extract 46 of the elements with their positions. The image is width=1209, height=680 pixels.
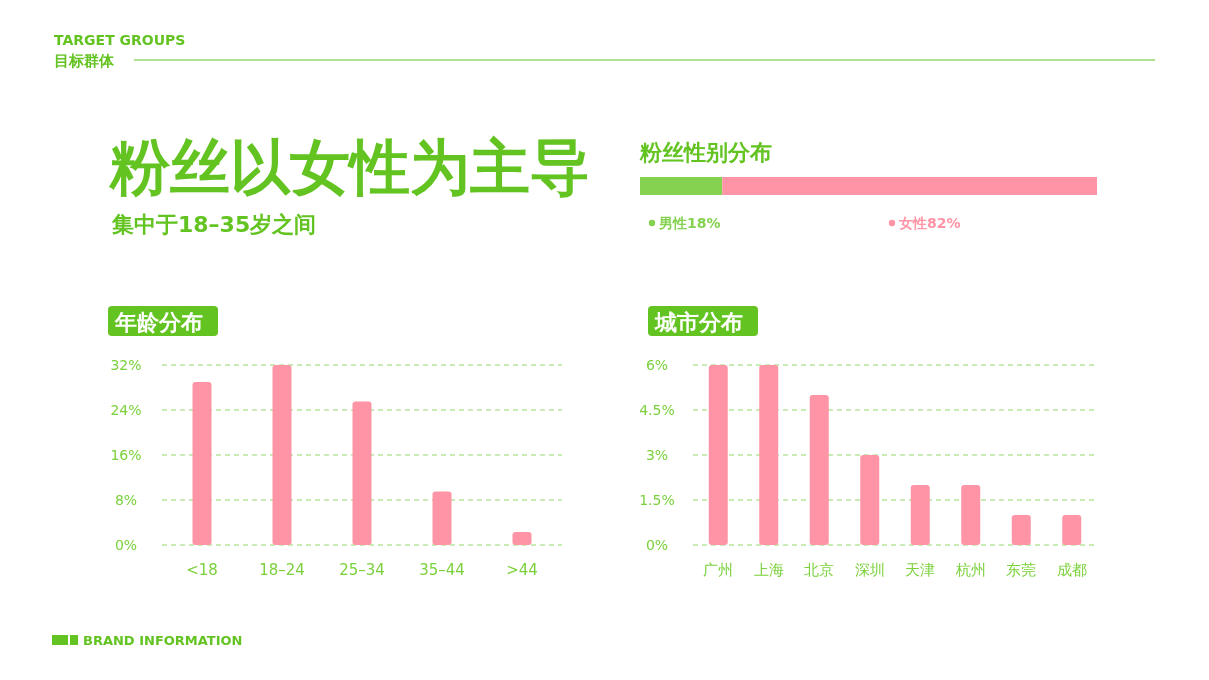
x-tick-label: 东莞 — [1006, 561, 1037, 579]
y-tick-label: 0% — [645, 537, 669, 553]
bar — [512, 532, 532, 545]
y-tick-label: 32% — [110, 357, 142, 373]
y-tick-label: 6% — [645, 357, 669, 373]
x-tick-label: 深圳 — [854, 561, 885, 579]
bar — [910, 485, 930, 545]
y-tick-label: 4.5% — [639, 402, 675, 418]
y-tick-label: 24% — [110, 402, 142, 418]
legend-label: 女性82% — [898, 215, 961, 231]
bar — [961, 485, 981, 545]
bar — [192, 381, 212, 545]
text: 目标群体 — [54, 52, 115, 70]
x-tick-label: 杭州 — [954, 561, 986, 579]
bar — [1011, 515, 1031, 545]
x-tick-label: >44 — [506, 561, 538, 579]
bar — [759, 365, 779, 545]
chart-title: 粉丝性别分布 — [639, 140, 772, 165]
bar — [272, 365, 292, 545]
y-tick-label: 16% — [110, 447, 142, 463]
bar — [860, 455, 880, 545]
y-tick-label: 0% — [114, 537, 138, 553]
legend-label: 男性18% — [658, 215, 721, 231]
bar — [432, 491, 452, 545]
x-tick-label: 天津 — [905, 561, 936, 579]
text: TARGET GROUPS — [54, 32, 186, 48]
y-tick-label: 1.5% — [639, 492, 675, 508]
x-tick-label: 18–24 — [259, 561, 305, 579]
bar — [708, 365, 728, 545]
x-tick-label: <18 — [186, 561, 218, 579]
text: BRAND INFORMATION — [83, 633, 243, 648]
text: 集中于18–35岁之间 — [111, 212, 317, 237]
y-tick-label: 8% — [114, 492, 138, 508]
text: 粉丝以女性为主导 — [108, 132, 590, 202]
y-tick-label: 3% — [645, 447, 669, 463]
x-tick-label: 35–44 — [419, 561, 465, 579]
x-tick-label: 北京 — [804, 561, 835, 579]
chart-title: 城市分布 — [654, 310, 743, 335]
bar — [352, 401, 372, 545]
bar — [1062, 515, 1082, 545]
chart-title: 年龄分布 — [114, 310, 203, 335]
x-tick-label: 25–34 — [339, 561, 385, 579]
x-tick-label: 成都 — [1056, 561, 1087, 579]
x-tick-label: 广州 — [703, 561, 734, 579]
x-tick-label: 上海 — [753, 561, 784, 579]
bar — [809, 395, 829, 545]
